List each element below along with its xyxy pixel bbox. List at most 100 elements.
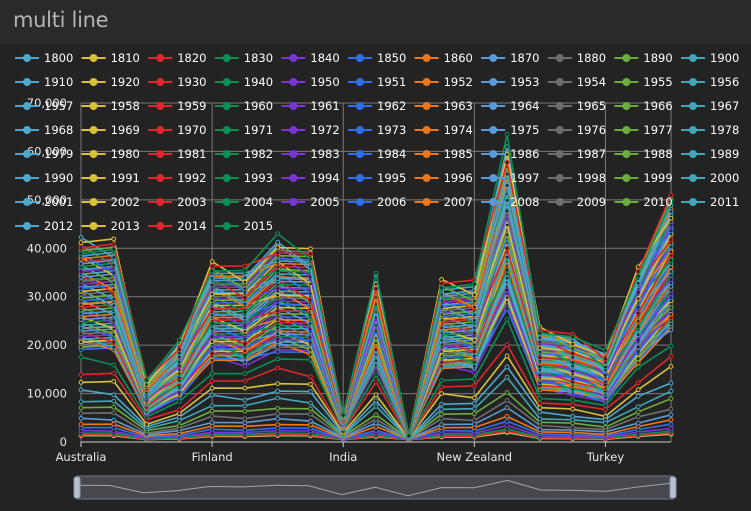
legend-item-1810[interactable]: 1810 <box>81 51 140 65</box>
legend-item-1986[interactable]: 1986 <box>481 147 539 161</box>
legend-item-1920[interactable]: 1920 <box>81 75 140 89</box>
legend-item-1992[interactable]: 1992 <box>148 171 206 185</box>
legend-item-1820[interactable]: 1820 <box>148 51 206 65</box>
legend-item-1998[interactable]: 1998 <box>547 171 606 185</box>
legend-item-2005[interactable]: 2005 <box>281 195 340 209</box>
legend-item-1830[interactable]: 1830 <box>214 51 273 65</box>
legend-item-2002[interactable]: 2002 <box>81 195 140 209</box>
legend-item-1963[interactable]: 1963 <box>414 99 473 113</box>
legend-item-1968[interactable]: 1968 <box>15 123 73 137</box>
legend-item-2012[interactable]: 2012 <box>15 219 73 233</box>
data-point <box>504 423 510 428</box>
legend-item-1987[interactable]: 1987 <box>547 147 606 161</box>
legend-item-1967[interactable]: 1967 <box>681 99 739 113</box>
legend-item-2013[interactable]: 2013 <box>81 219 140 233</box>
legend-item-1850[interactable]: 1850 <box>348 51 406 65</box>
data-point <box>635 404 641 410</box>
legend-item-1994[interactable]: 1994 <box>281 171 340 185</box>
legend-swatch-marker <box>89 78 98 86</box>
legend-item-1965[interactable]: 1965 <box>547 99 606 113</box>
data-point <box>373 392 379 398</box>
legend-item-1980[interactable]: 1980 <box>81 147 140 161</box>
legend-item-1984[interactable]: 1984 <box>348 147 406 161</box>
legend-item-1962[interactable]: 1962 <box>348 99 406 113</box>
legend-item-1973[interactable]: 1973 <box>348 123 406 137</box>
zoom-handle-left[interactable] <box>73 476 81 499</box>
legend-item-1999[interactable]: 1999 <box>614 171 673 185</box>
legend-item-1930[interactable]: 1930 <box>148 75 206 89</box>
legend-item-1990[interactable]: 1990 <box>15 171 73 185</box>
legend-item-1890[interactable]: 1890 <box>614 51 673 65</box>
data-point <box>635 393 641 399</box>
legend-item-1995[interactable]: 1995 <box>348 171 406 185</box>
legend-item-1989[interactable]: 1989 <box>681 147 739 161</box>
legend-item-1910[interactable]: 1910 <box>15 75 73 89</box>
legend-item-1860[interactable]: 1860 <box>414 51 473 65</box>
legend-item-2015[interactable]: 2015 <box>214 219 273 233</box>
legend-item-2003[interactable]: 2003 <box>148 195 206 209</box>
legend-item-2000[interactable]: 2000 <box>681 171 739 185</box>
legend-item-2006[interactable]: 2006 <box>348 195 406 209</box>
legend-item-1974[interactable]: 1974 <box>414 123 473 137</box>
legend-item-1966[interactable]: 1966 <box>614 99 673 113</box>
legend-item-1976[interactable]: 1976 <box>547 123 606 137</box>
legend-item-1951[interactable]: 1951 <box>348 75 406 89</box>
legend-item-2011[interactable]: 2011 <box>681 195 739 209</box>
legend-item-1956[interactable]: 1956 <box>681 75 739 89</box>
legend-item-1975[interactable]: 1975 <box>481 123 539 137</box>
legend-item-1964[interactable]: 1964 <box>481 99 539 113</box>
legend-item-2001[interactable]: 2001 <box>15 195 73 209</box>
legend-item-1979[interactable]: 1979 <box>15 147 73 161</box>
legend-item-1950[interactable]: 1950 <box>281 75 340 89</box>
legend-item-1978[interactable]: 1978 <box>681 123 739 137</box>
legend-item-1985[interactable]: 1985 <box>414 147 473 161</box>
legend-item-2014[interactable]: 2014 <box>148 219 206 233</box>
legend-item-1971[interactable]: 1971 <box>214 123 273 137</box>
legend-item-2004[interactable]: 2004 <box>214 195 273 209</box>
legend-item-2008[interactable]: 2008 <box>481 195 539 209</box>
data-point <box>537 400 543 406</box>
legend-item-2010[interactable]: 2010 <box>614 195 673 209</box>
data-point <box>78 317 84 323</box>
legend-item-1960[interactable]: 1960 <box>214 99 273 113</box>
legend-swatch-marker <box>23 102 31 110</box>
legend-label: 1963 <box>444 99 473 113</box>
legend-swatch-marker <box>555 198 564 206</box>
legend-item-1982[interactable]: 1982 <box>214 147 273 161</box>
zoom-handle-right[interactable] <box>669 476 677 499</box>
data-point <box>504 306 510 312</box>
legend-item-1970[interactable]: 1970 <box>148 123 206 137</box>
legend-item-1900[interactable]: 1900 <box>681 51 739 65</box>
legend-item-1961[interactable]: 1961 <box>281 99 340 113</box>
data-point <box>439 411 444 417</box>
legend-item-1870[interactable]: 1870 <box>481 51 539 65</box>
legend-item-1983[interactable]: 1983 <box>281 147 340 161</box>
legend-item-1988[interactable]: 1988 <box>614 147 673 161</box>
legend-item-1955[interactable]: 1955 <box>614 75 673 89</box>
legend-item-1993[interactable]: 1993 <box>214 171 273 185</box>
legend-item-1969[interactable]: 1969 <box>81 123 140 137</box>
legend-item-1952[interactable]: 1952 <box>414 75 473 89</box>
data-point <box>242 268 248 273</box>
data-point <box>537 427 543 433</box>
legend-label: 2002 <box>111 195 140 209</box>
legend-item-1840[interactable]: 1840 <box>281 51 340 65</box>
legend-item-1997[interactable]: 1997 <box>481 171 539 185</box>
legend-item-1991[interactable]: 1991 <box>81 171 140 185</box>
legend-item-1953[interactable]: 1953 <box>481 75 539 89</box>
legend-item-1800[interactable]: 1800 <box>15 51 73 65</box>
legend-item-1957[interactable]: 1957 <box>15 99 73 113</box>
legend-item-1880[interactable]: 1880 <box>547 51 606 65</box>
legend-item-1981[interactable]: 1981 <box>148 147 206 161</box>
legend-item-2009[interactable]: 2009 <box>547 195 606 209</box>
data-zoom-slider[interactable] <box>73 475 677 500</box>
legend-item-2007[interactable]: 2007 <box>414 195 473 209</box>
legend-item-1940[interactable]: 1940 <box>214 75 273 89</box>
legend-item-1959[interactable]: 1959 <box>148 99 206 113</box>
data-point <box>176 347 182 352</box>
legend-item-1954[interactable]: 1954 <box>547 75 606 89</box>
legend-item-1958[interactable]: 1958 <box>81 99 140 113</box>
legend-item-1972[interactable]: 1972 <box>281 123 340 137</box>
legend-item-1996[interactable]: 1996 <box>414 171 473 185</box>
legend-item-1977[interactable]: 1977 <box>614 123 673 137</box>
